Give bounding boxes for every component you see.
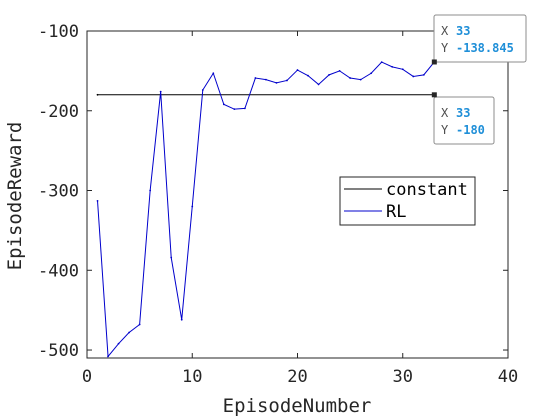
- datatip-x-key: X: [441, 24, 449, 38]
- data-point-rl[interactable]: [423, 74, 425, 76]
- y-tick-label: -500: [38, 341, 79, 361]
- data-point-rl[interactable]: [255, 77, 257, 79]
- datatip-y-value: -180: [456, 123, 485, 137]
- data-point-rl[interactable]: [107, 356, 109, 358]
- data-point-rl[interactable]: [276, 82, 278, 84]
- x-tick-label: 10: [182, 367, 202, 387]
- y-tick-label: -100: [38, 22, 79, 42]
- data-point-rl[interactable]: [97, 200, 99, 202]
- datatip-y-value: -138.845: [456, 41, 514, 55]
- data-point-rl[interactable]: [118, 343, 120, 345]
- data-point-rl[interactable]: [265, 79, 267, 81]
- data-point-rl[interactable]: [307, 75, 309, 77]
- data-point-rl[interactable]: [391, 66, 393, 68]
- data-point-rl[interactable]: [223, 103, 225, 105]
- y-tick-label: -200: [38, 102, 79, 122]
- data-point-rl[interactable]: [212, 72, 214, 74]
- data-point-rl[interactable]: [328, 74, 330, 76]
- x-tick-label: 40: [498, 367, 518, 387]
- data-point-rl[interactable]: [349, 77, 351, 79]
- legend-label-rl: RL: [386, 202, 406, 222]
- datatip-y-key: Y: [441, 123, 449, 137]
- datatip-x-key: X: [441, 106, 449, 120]
- datatip[interactable]: X 33 Y -180: [432, 92, 494, 144]
- y-axis-label: EpisodeReward: [4, 122, 26, 271]
- x-tick-label: 0: [82, 367, 92, 387]
- datatip-x-value: 33: [456, 106, 470, 120]
- datatip-marker: [432, 92, 437, 97]
- data-point-rl[interactable]: [381, 61, 383, 63]
- data-point-rl[interactable]: [128, 332, 130, 334]
- data-point-rl[interactable]: [286, 80, 288, 82]
- datatip-y-key: Y: [441, 41, 449, 55]
- data-point-rl[interactable]: [139, 324, 141, 326]
- data-point-constant[interactable]: [97, 94, 99, 96]
- data-point-rl[interactable]: [244, 107, 246, 109]
- x-tick-label: 20: [287, 367, 307, 387]
- legend[interactable]: constant RL: [340, 177, 475, 225]
- data-point-rl[interactable]: [402, 68, 404, 70]
- data-point-rl[interactable]: [318, 84, 320, 86]
- data-point-rl[interactable]: [297, 69, 299, 71]
- legend-label-constant: constant: [386, 180, 468, 200]
- data-point-rl[interactable]: [339, 70, 341, 72]
- data-point-rl[interactable]: [233, 108, 235, 110]
- x-tick-label: 30: [393, 367, 413, 387]
- data-point-rl[interactable]: [181, 319, 183, 321]
- datatip-x-value: 33: [456, 24, 470, 38]
- datatip-marker: [432, 59, 437, 64]
- data-point-rl[interactable]: [191, 206, 193, 208]
- y-tick-label: -300: [38, 182, 79, 202]
- data-point-rl[interactable]: [149, 190, 151, 192]
- data-point-rl[interactable]: [360, 79, 362, 81]
- data-point-rl[interactable]: [412, 76, 414, 78]
- data-point-rl[interactable]: [370, 72, 372, 74]
- data-point-rl[interactable]: [160, 91, 162, 93]
- y-tick-label: -400: [38, 261, 79, 281]
- data-point-rl[interactable]: [202, 89, 204, 91]
- data-point-rl[interactable]: [170, 257, 172, 259]
- datatip[interactable]: X 33 Y -138.845: [432, 15, 526, 64]
- x-axis-label: EpisodeNumber: [223, 395, 372, 417]
